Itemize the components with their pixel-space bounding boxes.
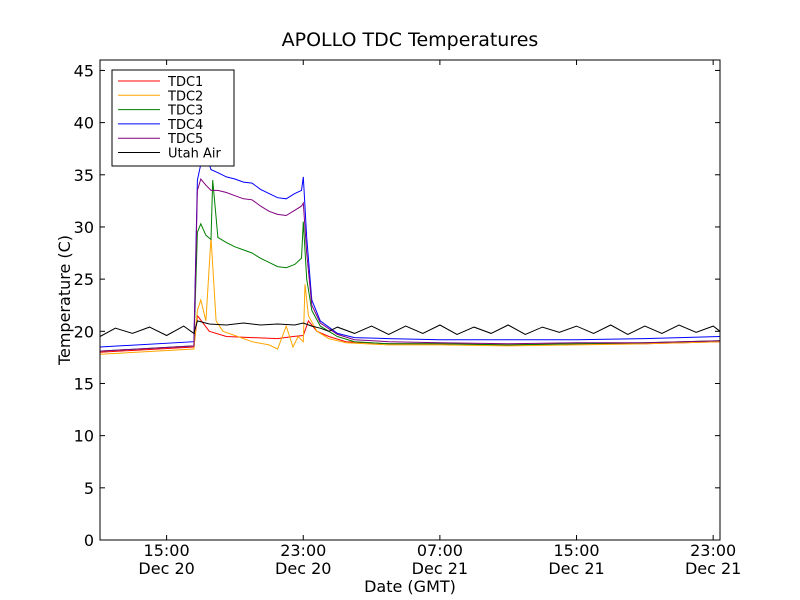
y-tick-label: 5 — [84, 479, 94, 498]
series-line-utah-air — [99, 320, 721, 337]
x-tick-date-label: Dec 21 — [548, 559, 604, 578]
x-tick-time-label: 15:00 — [144, 541, 190, 560]
x-axis-label: Date (GMT) — [364, 577, 456, 596]
legend-label: TDC4 — [167, 118, 203, 133]
y-tick-label: 40 — [74, 114, 94, 133]
series-line-tdc2 — [99, 237, 721, 355]
y-tick-label: 35 — [74, 166, 94, 185]
y-tick-label: 20 — [74, 322, 94, 341]
x-tick-time-label: 15:00 — [553, 541, 599, 560]
x-tick-date-label: Dec 20 — [138, 559, 194, 578]
chart-title: APOLLO TDC Temperatures — [282, 29, 539, 51]
y-tick-label: 0 — [84, 531, 94, 550]
x-tick-date-label: Dec 21 — [685, 559, 741, 578]
x-tick-time-label: 07:00 — [417, 541, 463, 560]
x-tick-date-label: Dec 20 — [275, 559, 331, 578]
y-tick-label: 10 — [74, 427, 94, 446]
x-tick-time-label: 23:00 — [280, 541, 326, 560]
legend-label: TDC3 — [167, 104, 203, 119]
legend-label: Utah Air — [168, 147, 221, 162]
legend-label: TDC1 — [167, 75, 203, 90]
y-tick-label: 15 — [74, 374, 94, 393]
y-tick-label: 25 — [74, 270, 94, 289]
y-axis-label: Temperature (C) — [55, 235, 74, 366]
y-tick-label: 30 — [74, 218, 94, 237]
legend-box — [111, 69, 235, 167]
series-line-tdc5 — [99, 177, 721, 352]
x-tick-time-label: 23:00 — [690, 541, 736, 560]
x-tick-date-label: Dec 21 — [412, 559, 468, 578]
y-tick-label: 45 — [74, 61, 94, 80]
series-line-tdc3 — [99, 179, 721, 352]
legend-label: TDC2 — [167, 89, 203, 104]
legend-label: TDC5 — [167, 132, 203, 147]
plot-frame — [99, 59, 721, 541]
